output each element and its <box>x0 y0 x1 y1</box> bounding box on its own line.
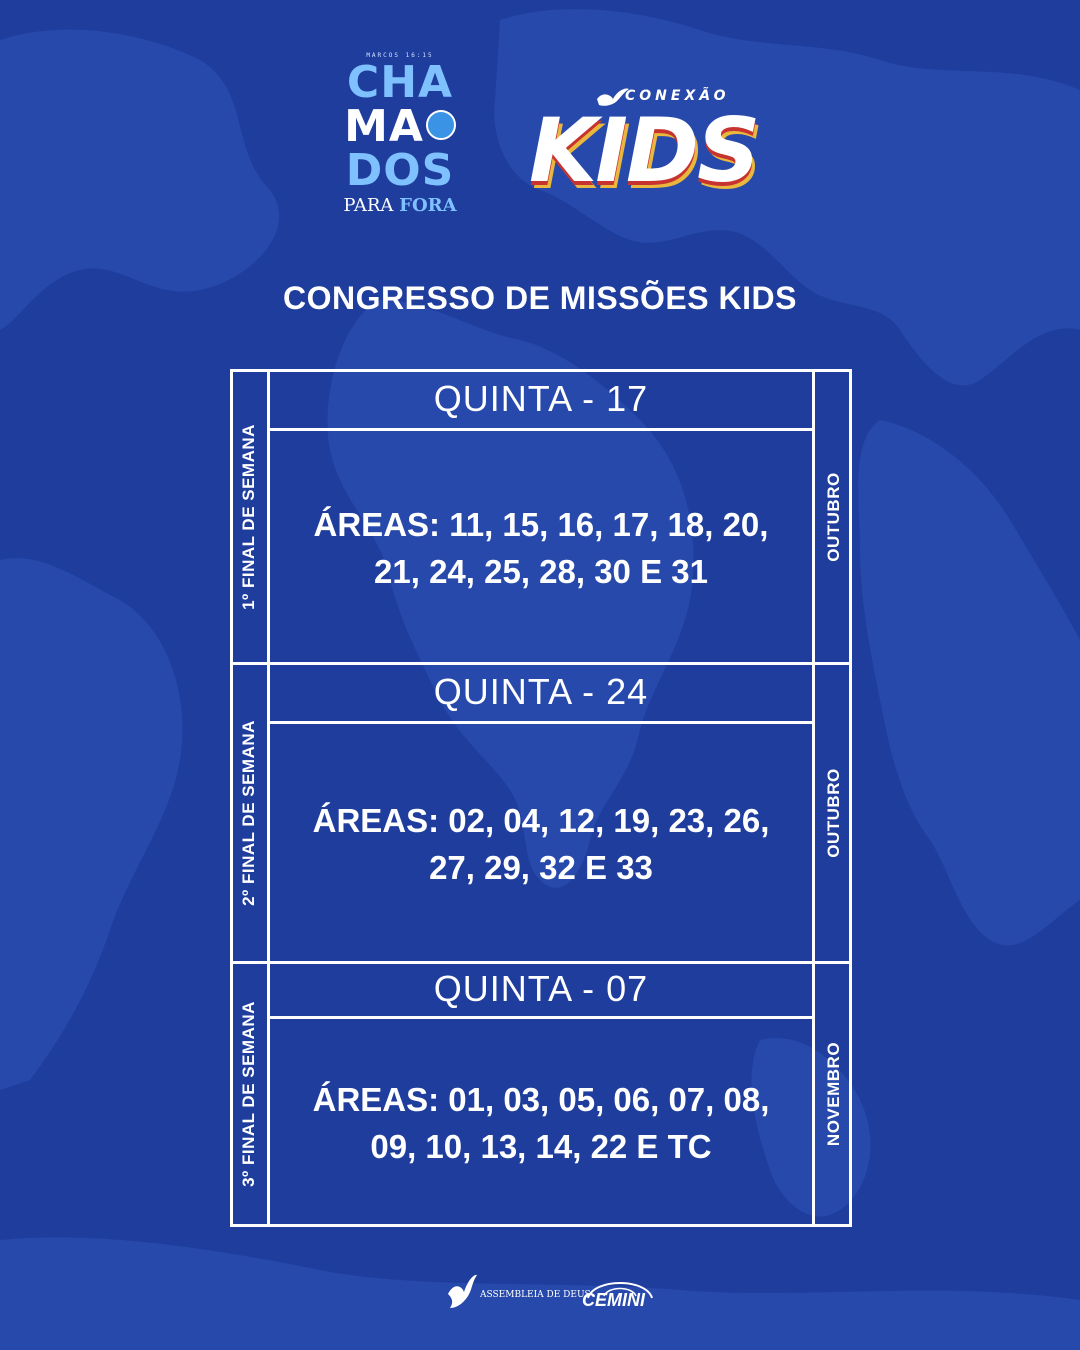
assembleia-de-deus-logo: ASSEMBLEIA DE DEUS <box>444 1272 591 1312</box>
globe-arc-icon <box>587 1282 653 1299</box>
areas-text: ÁREAS: 01, 03, 05, 06, 07, 08, 09, 10, 1… <box>312 1081 770 1165</box>
month-cell: NOVEMBRO <box>812 961 852 1227</box>
schedule-block-1: 1º FINAL DE SEMANA OUTUBRO QUINTA - 17 Á… <box>230 369 852 665</box>
month-label: OUTUBRO <box>823 472 843 562</box>
logo-subtitle: MARCOS 16:15 <box>366 52 434 59</box>
schedule-block-3: 3º FINAL DE SEMANA NOVEMBRO QUINTA - 07 … <box>230 961 852 1227</box>
week-label: 1º FINAL DE SEMANA <box>238 424 258 610</box>
areas-text: ÁREAS: 02, 04, 12, 19, 23, 26, 27, 29, 3… <box>312 802 770 886</box>
day-label: QUINTA - 24 <box>270 662 812 724</box>
dove-icon <box>448 1274 477 1308</box>
logo-para-fora: PARA FORA <box>340 195 460 216</box>
month-label: OUTUBRO <box>823 768 843 858</box>
week-label-cell: 3º FINAL DE SEMANA <box>230 961 270 1227</box>
logo-word-cha: CHA <box>346 57 454 108</box>
globe-icon <box>425 110 456 140</box>
week-label: 2º FINAL DE SEMANA <box>238 720 258 906</box>
logo-fora: FORA <box>399 195 457 216</box>
page-title: CONGRESSO DE MISSÕES KIDS <box>283 280 797 316</box>
logo-word-ma: MA <box>344 101 424 152</box>
kids-logo-word: KIDS <box>529 99 760 202</box>
areas-text: ÁREAS: 11, 15, 16, 17, 18, 20, 21, 24, 2… <box>313 506 769 590</box>
cemini-logo: CEMINI <box>578 1270 662 1314</box>
week-label-cell: 2º FINAL DE SEMANA <box>230 662 270 964</box>
logo-para: PARA <box>343 195 394 216</box>
week-label-cell: 1º FINAL DE SEMANA <box>230 369 270 665</box>
month-label: NOVEMBRO <box>823 1041 843 1147</box>
month-cell: OUTUBRO <box>812 369 852 665</box>
logo-word-dos: DOS <box>345 145 455 196</box>
week-label: 3º FINAL DE SEMANA <box>238 1001 258 1187</box>
kids-logo-conexao: CONEXÃO <box>625 88 730 104</box>
assembleia-text: ASSEMBLEIA DE DEUS <box>480 1290 591 1300</box>
footer: ASSEMBLEIA DE DEUS CEMINI <box>0 1268 1080 1318</box>
day-label: QUINTA - 07 <box>270 961 812 1019</box>
day-label: QUINTA - 17 <box>270 369 812 431</box>
conexao-kids-logo: CONEXÃO KIDS <box>525 85 765 205</box>
dove-icon <box>597 88 629 106</box>
block-frame <box>230 961 852 1227</box>
month-cell: OUTUBRO <box>812 662 852 964</box>
schedule-block-2: 2º FINAL DE SEMANA OUTUBRO QUINTA - 24 Á… <box>230 662 852 964</box>
chamados-para-fora-logo: MARCOS 16:15 CHA MA DOS PARA FORA <box>340 52 460 252</box>
cemini-text: CEMINI <box>582 1290 645 1310</box>
logo-word-ma-row: MA <box>340 105 460 149</box>
